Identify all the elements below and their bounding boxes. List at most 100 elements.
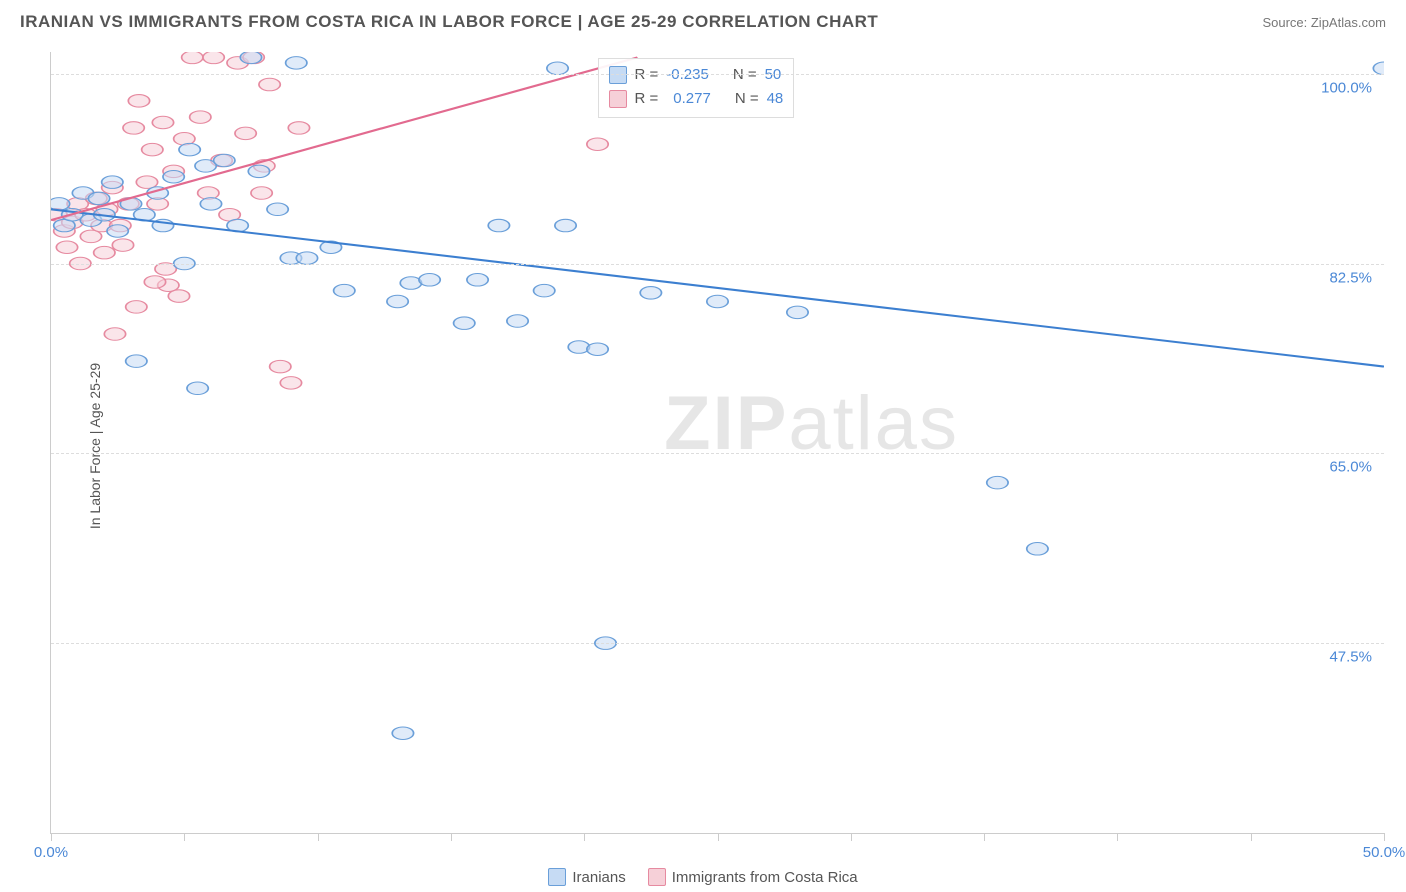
source-attribution: Source: ZipAtlas.com <box>1262 15 1386 30</box>
header: IRANIAN VS IMMIGRANTS FROM COSTA RICA IN… <box>0 0 1406 38</box>
data-point <box>288 122 309 134</box>
n-label: N = <box>735 87 759 111</box>
data-point <box>587 138 608 150</box>
x-tick-label: 0.0% <box>34 844 68 861</box>
data-point <box>179 143 200 155</box>
data-point <box>267 203 288 215</box>
x-tick <box>51 833 52 841</box>
y-tick-label: 47.5% <box>1329 649 1372 666</box>
data-point <box>787 306 808 318</box>
x-tick-label: 50.0% <box>1363 844 1406 861</box>
data-point <box>123 122 144 134</box>
data-point <box>387 295 408 307</box>
bottom-legend: Iranians Immigrants from Costa Rica <box>0 868 1406 886</box>
data-point <box>163 170 184 182</box>
gridline <box>51 74 1384 75</box>
y-tick-label: 100.0% <box>1321 79 1372 96</box>
data-point <box>488 219 509 231</box>
x-tick <box>851 833 852 841</box>
data-point <box>507 315 528 327</box>
info-row-series1: R = -0.235 N = 50 <box>609 63 784 87</box>
r-label: R = <box>635 87 659 111</box>
n-label: N = <box>733 63 757 87</box>
x-tick <box>1384 833 1385 841</box>
data-point <box>568 341 589 353</box>
data-point <box>286 57 307 69</box>
x-tick <box>718 833 719 841</box>
data-point <box>187 382 208 394</box>
plot-area: ZIPatlas R = -0.235 N = 50 R = 0.277 N =… <box>50 52 1384 834</box>
data-point <box>214 154 235 166</box>
data-point <box>144 276 165 288</box>
data-point <box>51 198 70 210</box>
legend-swatch-icon <box>548 868 566 886</box>
data-point <box>112 239 133 251</box>
data-point <box>94 246 115 258</box>
data-point <box>182 52 203 64</box>
legend-item-series2: Immigrants from Costa Rica <box>648 868 858 886</box>
info-row-series2: R = 0.277 N = 48 <box>609 87 784 111</box>
data-point <box>547 62 568 74</box>
data-point <box>152 116 173 128</box>
chart-title: IRANIAN VS IMMIGRANTS FROM COSTA RICA IN… <box>20 12 878 32</box>
data-point <box>454 317 475 329</box>
data-point <box>235 127 256 139</box>
data-point <box>280 377 301 389</box>
data-point <box>56 241 77 253</box>
y-tick-label: 65.0% <box>1329 459 1372 476</box>
data-point <box>707 295 728 307</box>
data-point <box>104 328 125 340</box>
gridline <box>51 643 1384 644</box>
data-point <box>259 78 280 90</box>
data-point <box>126 301 147 313</box>
gridline <box>51 453 1384 454</box>
series2-swatch-icon <box>609 90 627 108</box>
x-tick <box>318 833 319 841</box>
x-tick <box>584 833 585 841</box>
data-point <box>392 727 413 739</box>
scatter-svg <box>51 52 1384 833</box>
data-point <box>142 143 163 155</box>
r-value-series1: -0.235 <box>666 63 709 87</box>
x-tick <box>1251 833 1252 841</box>
x-tick <box>184 833 185 841</box>
r-label: R = <box>635 63 659 87</box>
x-tick <box>984 833 985 841</box>
data-point <box>200 198 221 210</box>
data-point <box>467 274 488 286</box>
trend-line <box>51 57 638 220</box>
data-point <box>251 187 272 199</box>
trend-line <box>51 209 1384 366</box>
data-point <box>128 95 149 107</box>
r-value-series2: 0.277 <box>666 87 711 111</box>
gridline <box>51 264 1384 265</box>
data-point <box>270 360 291 372</box>
data-point <box>107 225 128 237</box>
data-point <box>168 290 189 302</box>
data-point <box>555 219 576 231</box>
y-tick-label: 82.5% <box>1329 269 1372 286</box>
data-point <box>190 111 211 123</box>
correlation-info-box: R = -0.235 N = 50 R = 0.277 N = 48 <box>598 58 795 118</box>
data-point <box>587 343 608 355</box>
legend-label: Iranians <box>572 869 625 886</box>
data-point <box>296 252 317 264</box>
data-point <box>88 192 109 204</box>
data-point <box>1373 62 1384 74</box>
data-point <box>240 52 261 64</box>
data-point <box>419 274 440 286</box>
data-point <box>640 287 661 299</box>
legend-item-series1: Iranians <box>548 868 625 886</box>
x-tick <box>451 833 452 841</box>
n-value-series2: 48 <box>767 87 784 111</box>
legend-label: Immigrants from Costa Rica <box>672 869 858 886</box>
data-point <box>1027 543 1048 555</box>
data-point <box>534 284 555 296</box>
data-point <box>126 355 147 367</box>
n-value-series1: 50 <box>765 63 782 87</box>
chart-container: IRANIAN VS IMMIGRANTS FROM COSTA RICA IN… <box>0 0 1406 892</box>
data-point <box>203 52 224 64</box>
data-point <box>248 165 269 177</box>
data-point <box>987 476 1008 488</box>
series1-swatch-icon <box>609 66 627 84</box>
